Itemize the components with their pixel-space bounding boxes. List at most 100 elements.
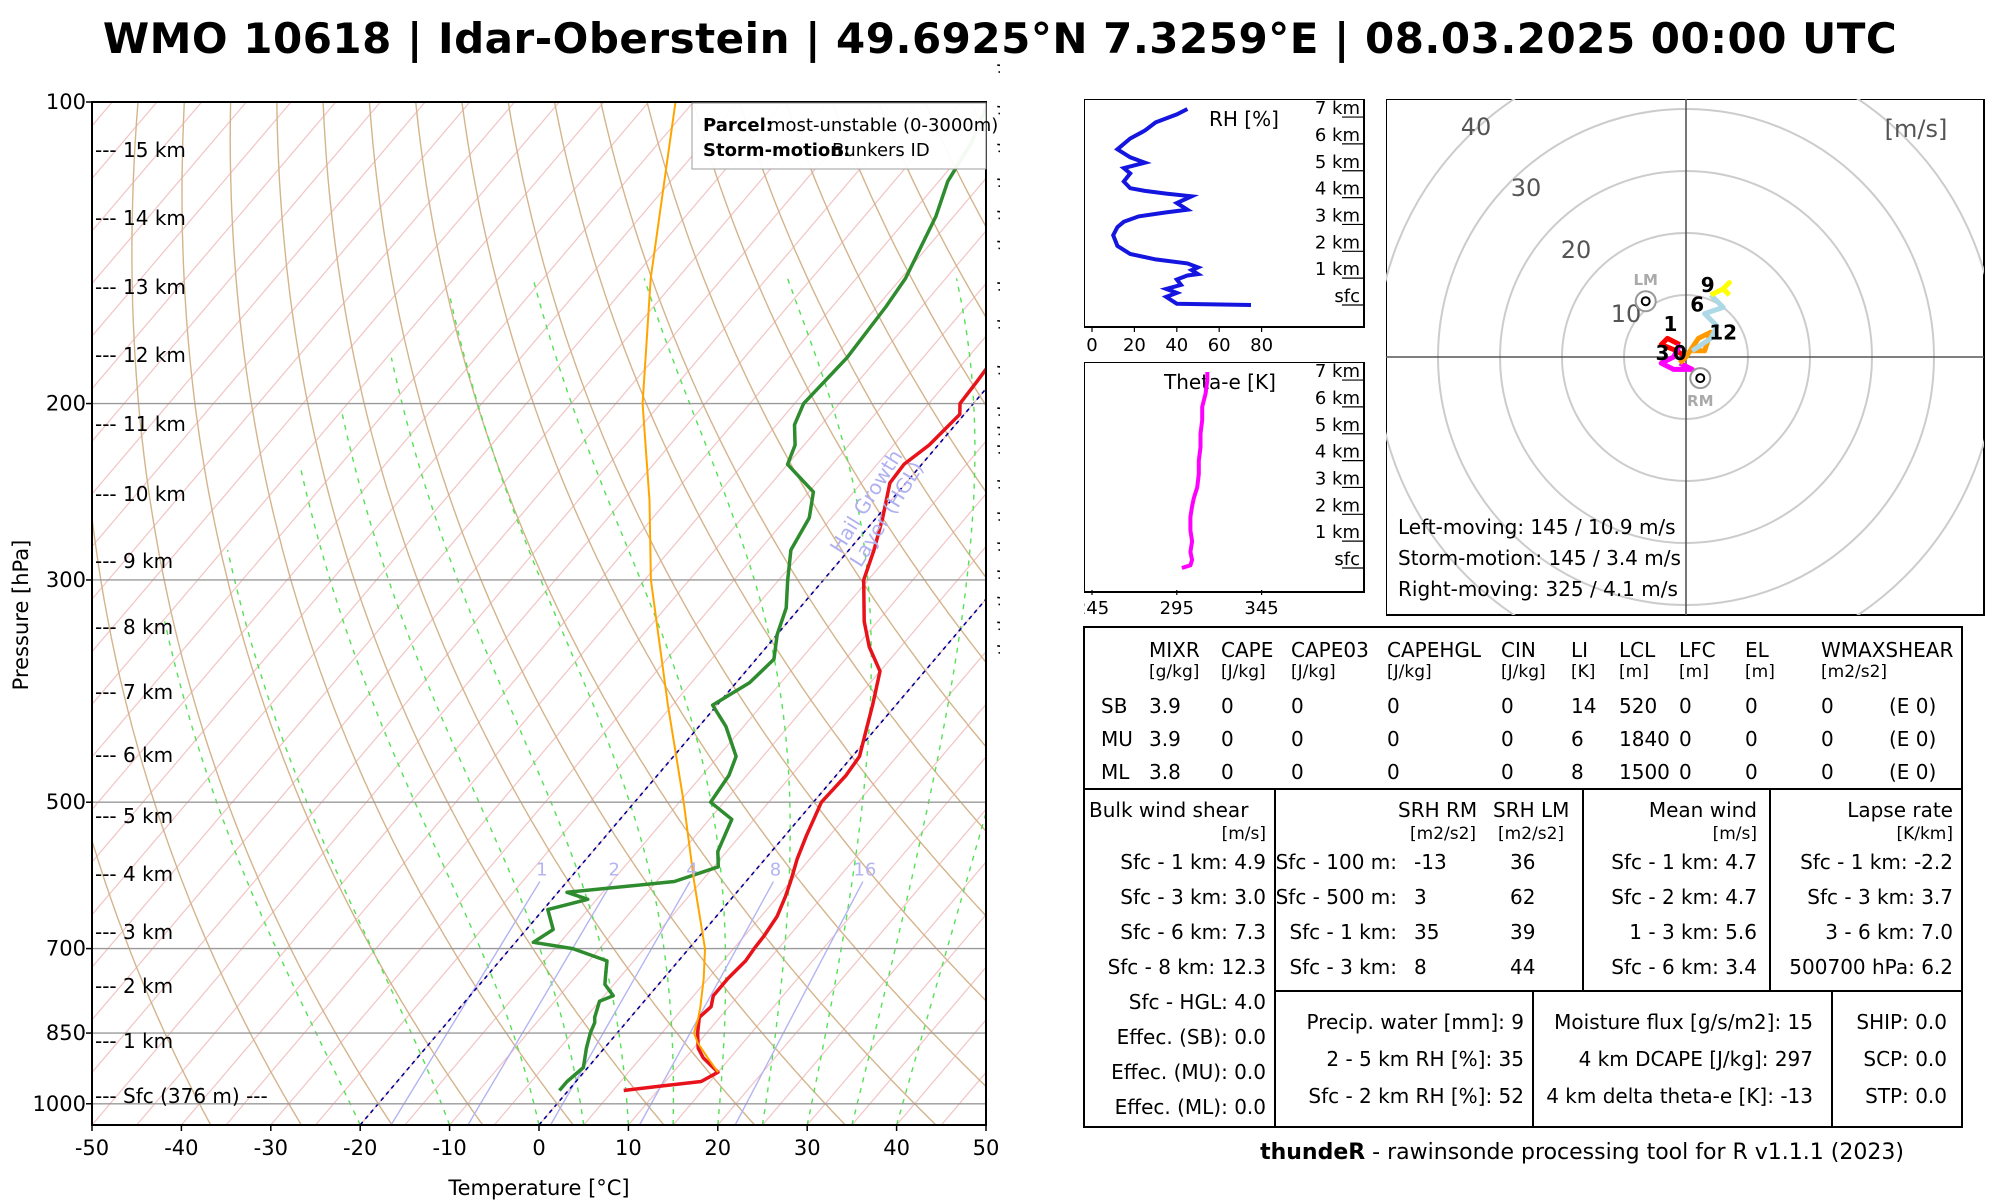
srh-rm-value: -13 bbox=[1414, 850, 1447, 874]
wind-barb-flag bbox=[997, 512, 1000, 516]
wind-barb bbox=[997, 645, 1000, 656]
wind-barb-flag bbox=[998, 549, 1000, 553]
parameter-tables: MIXR CAPE CAPE03 CAPEHGL CIN LI LCL LFC EL WMAXSH… bbox=[1083, 626, 1963, 1128]
parcel-cell: 0 bbox=[1387, 760, 1400, 784]
wind-barb bbox=[997, 143, 1000, 154]
mean-wind-row: Sfc - 6 km: 3.4 bbox=[1611, 955, 1757, 979]
moisture-row: Moisture flux [g/s/m2]: 15 bbox=[1554, 1010, 1813, 1034]
wind-barb-flag bbox=[997, 319, 1000, 324]
profile-km-label: 4 km bbox=[1315, 442, 1360, 463]
hodo-unit-label: [m/s] bbox=[1885, 115, 1948, 143]
y-axis-label: Pressure [hPa] bbox=[9, 540, 33, 691]
y-tick-label: 850 bbox=[46, 1021, 86, 1045]
profile-km-label: 5 km bbox=[1315, 152, 1360, 173]
isotherm bbox=[92, 102, 650, 758]
parcel-unit-cell: [m] bbox=[1679, 662, 1709, 682]
x-tick-label: 50 bbox=[973, 1136, 1000, 1160]
parcel-cell: 0 bbox=[1679, 760, 1692, 784]
hodo-segment bbox=[1658, 343, 1695, 372]
profile-km-label: 1 km bbox=[1315, 522, 1360, 543]
parcel-cell: 3.9 bbox=[1149, 694, 1181, 718]
wind-barb-flag bbox=[997, 365, 1000, 369]
parcel-cell: 0 bbox=[1821, 760, 1834, 784]
parcel-cell: 0 bbox=[1291, 760, 1304, 784]
hodo-ring-label: 40 bbox=[1461, 113, 1492, 141]
thetae-title: Theta-e [K] bbox=[1163, 370, 1276, 394]
x-tick-label: -10 bbox=[432, 1136, 466, 1160]
bulk-shear-row: Effec. (ML): 0.0 bbox=[1114, 1095, 1266, 1119]
hodo-height-label: 0 bbox=[1673, 341, 1687, 365]
x-tick-label: 30 bbox=[794, 1136, 821, 1160]
wind-barb bbox=[997, 64, 1000, 75]
parcel-row-label: SB bbox=[1101, 694, 1128, 718]
moisture-row: 2 - 5 km RH [%]: 35 bbox=[1326, 1047, 1524, 1071]
parcel-cell: 0 bbox=[1745, 727, 1758, 751]
dry-adiabat bbox=[368, 102, 846, 1125]
mean-unit: [m/s] bbox=[1712, 824, 1757, 844]
bulk-shear-row: Effec. (SB): 0.0 bbox=[1116, 1025, 1266, 1049]
footer-text: - rawinsonde processing tool for R v1.1.… bbox=[1365, 1140, 1904, 1165]
wind-barb-flag bbox=[998, 112, 1000, 116]
hodo-ring-label: 20 bbox=[1561, 236, 1592, 264]
mixing-ratio-label: 8 bbox=[770, 860, 781, 881]
wind-barb bbox=[997, 407, 1000, 418]
wind-barb-flag bbox=[997, 178, 1000, 182]
wind-barb-flag bbox=[998, 150, 1000, 154]
parcel-cell: (E 0) bbox=[1889, 760, 1937, 784]
profile-x-label: 295 bbox=[1160, 598, 1194, 619]
wind-barb bbox=[997, 542, 1000, 553]
srh-lm-value: 36 bbox=[1510, 850, 1536, 874]
hodo-marker-dot bbox=[1640, 296, 1651, 307]
profile-km-label: 5 km bbox=[1315, 415, 1360, 436]
dry-adiabat bbox=[507, 102, 986, 1002]
wind-barb bbox=[997, 445, 1000, 456]
wind-barb bbox=[997, 426, 1000, 437]
wind-barb-flag bbox=[998, 519, 1000, 523]
lapse-unit: [K/km] bbox=[1896, 824, 1953, 844]
dry-adiabat bbox=[600, 102, 986, 833]
moisture-table-2: Moisture flux [g/s/m2]: 15 4 km DCAPE [J/… bbox=[1532, 990, 1833, 1128]
temperature-line bbox=[623, 366, 986, 1093]
wind-barb-flag bbox=[998, 603, 1000, 607]
isotherm bbox=[404, 440, 986, 1125]
isotherm bbox=[627, 703, 986, 1125]
wind-barb-flag bbox=[997, 143, 1000, 147]
parcel-header-cell: WMAXSHEAR bbox=[1821, 638, 1954, 662]
x-tick-label: 0 bbox=[532, 1136, 545, 1160]
lapse-rate-table: Lapse rate [K/km] Sfc - 1 km: -2.2 Sfc - … bbox=[1769, 788, 1963, 992]
parcel-cell: 0 bbox=[1291, 694, 1304, 718]
hodo-height-label: 1 bbox=[1664, 312, 1678, 336]
srh-row-label: Sfc - 3 km: bbox=[1289, 955, 1397, 979]
hodo-marker-label: RM bbox=[1687, 392, 1713, 410]
srh-row-label: Sfc - 1 km: bbox=[1289, 920, 1397, 944]
wind-barb bbox=[997, 596, 1000, 607]
wind-barb-flag bbox=[998, 289, 1000, 293]
srh-lm-value: 62 bbox=[1510, 885, 1536, 909]
parcel-cell: 0 bbox=[1221, 694, 1234, 718]
profile-km-label: 3 km bbox=[1315, 468, 1360, 489]
wind-barb bbox=[997, 570, 1000, 581]
mean-wind-table: Mean wind [m/s] Sfc - 1 km: 4.7 Sfc - 2 k… bbox=[1582, 788, 1771, 992]
height-label: --- 12 km bbox=[95, 343, 186, 367]
isotherm bbox=[270, 282, 986, 1125]
isotherm bbox=[985, 1124, 986, 1125]
dry-adiabat bbox=[738, 102, 986, 579]
parcel-header-cell: LFC bbox=[1679, 638, 1716, 662]
legend-parcel-value: most-unstable (0-3000m) bbox=[768, 115, 998, 136]
rh-line bbox=[1111, 107, 1252, 307]
parcel-cell: 0 bbox=[1745, 694, 1758, 718]
parcel-cell: 6 bbox=[1571, 727, 1584, 751]
parcel-cell: 3.8 bbox=[1149, 760, 1181, 784]
wind-barb bbox=[997, 282, 1000, 293]
wind-barb-flag bbox=[997, 64, 1000, 68]
moist-adiabat bbox=[532, 278, 727, 1125]
isotherm bbox=[538, 598, 986, 1125]
height-label: --- 5 km bbox=[95, 804, 173, 828]
lapse-rate-row: 3 - 6 km: 7.0 bbox=[1825, 920, 1953, 944]
y-tick-label: 300 bbox=[46, 568, 86, 592]
parcel-cell: (E 0) bbox=[1889, 727, 1937, 751]
wind-barb-flag bbox=[997, 282, 1000, 286]
hodo-height-label: 9 bbox=[1701, 273, 1715, 297]
